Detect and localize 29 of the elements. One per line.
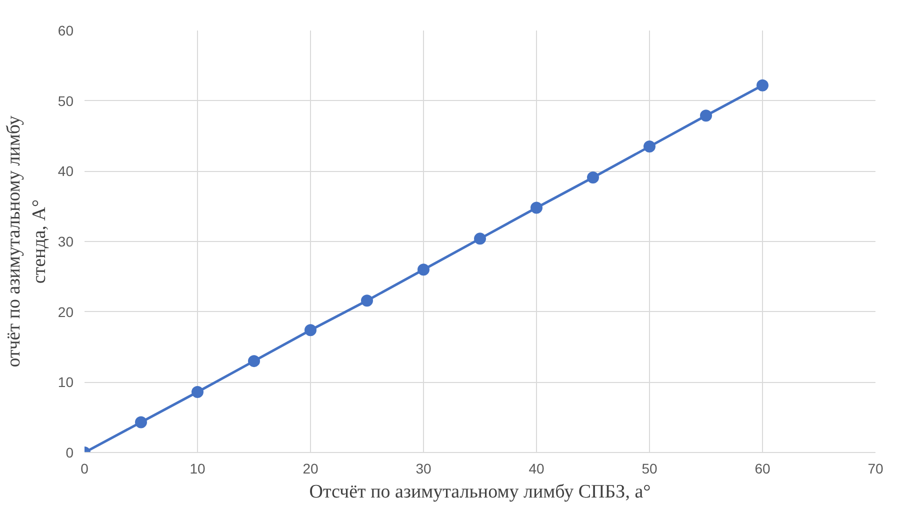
point	[248, 355, 260, 368]
point	[756, 79, 768, 92]
point	[418, 264, 430, 276]
y-tick-label: 40	[58, 163, 74, 180]
x-tick-label: 30	[416, 460, 432, 476]
y-tick-label: 10	[58, 374, 74, 390]
x-tick-label: 20	[302, 460, 318, 476]
point	[135, 416, 147, 428]
y-tick-label: 50	[58, 92, 74, 109]
point	[474, 232, 486, 245]
y-tick-label: 60	[58, 22, 74, 38]
point	[700, 110, 712, 122]
x-tick-label: 50	[642, 460, 658, 476]
point	[644, 140, 656, 153]
x-tick-label: 40	[528, 460, 544, 476]
y-tick-label: 30	[58, 234, 74, 250]
x-tick-label: 70	[868, 460, 884, 476]
point	[361, 294, 373, 307]
y-axis-title: отчёт по азимутальному лимбу стенда, A°	[4, 115, 50, 368]
y-tick-label: 0	[66, 444, 74, 460]
x-axis-title: Отсчёт по азимутальному лимбу СПБЗ, a°	[309, 482, 651, 502]
x-tick-label: 10	[190, 460, 206, 476]
point	[304, 324, 316, 336]
point	[587, 172, 599, 184]
x-tick-label: 60	[754, 460, 770, 476]
y-tick-label: 20	[58, 304, 74, 320]
point	[530, 202, 542, 214]
x-tick-label: 0	[80, 460, 89, 476]
point	[192, 386, 204, 398]
